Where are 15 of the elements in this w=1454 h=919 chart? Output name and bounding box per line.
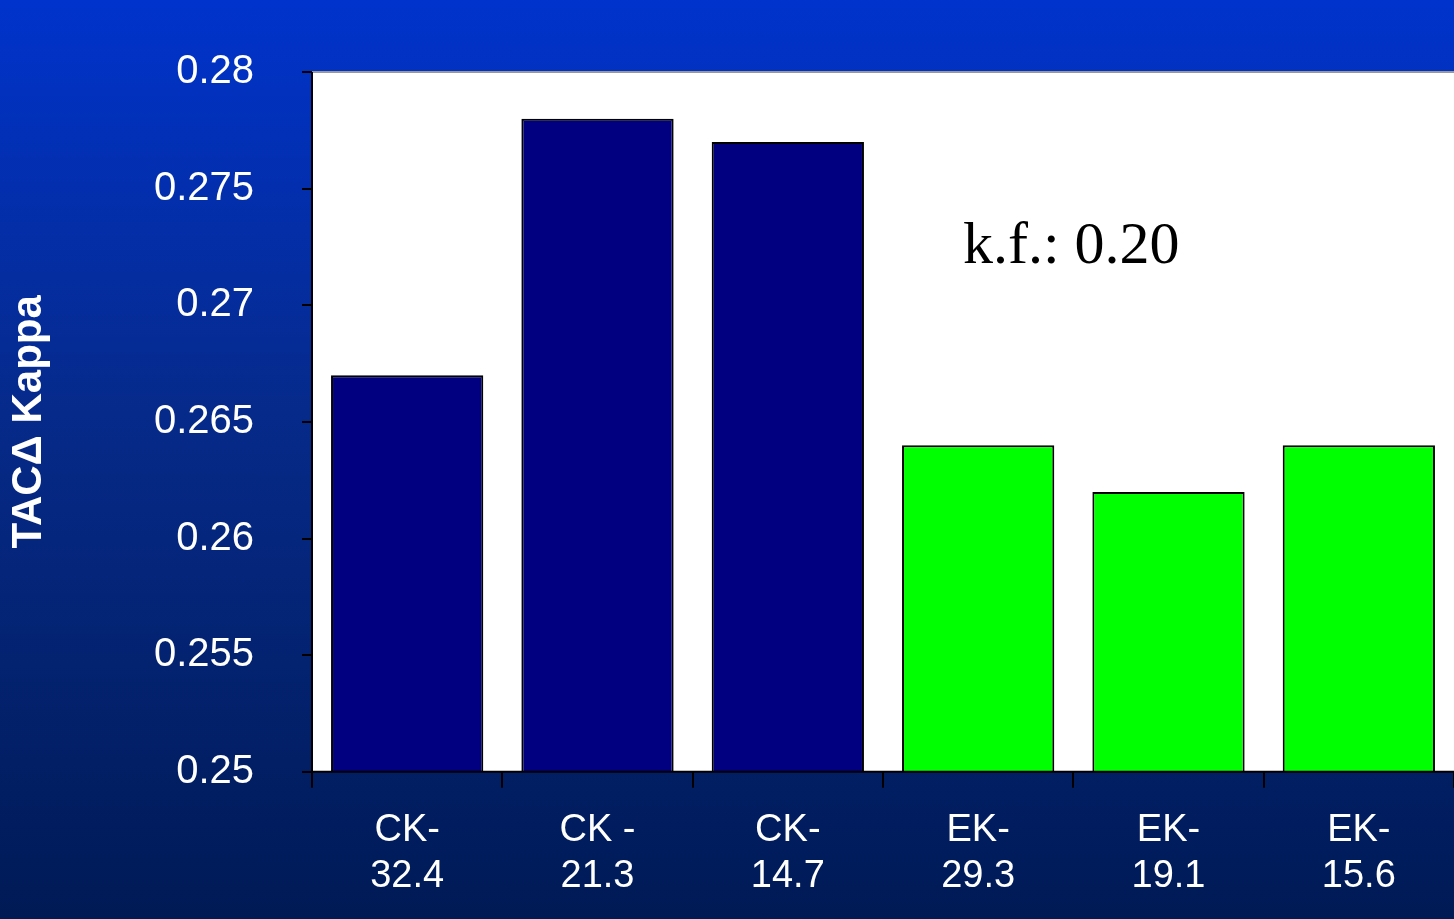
- x-tick-label: EK- 29.3: [941, 807, 1016, 895]
- x-tick-label: EK- 15.6: [1321, 807, 1396, 895]
- y-tick-label: 0.27: [176, 280, 254, 325]
- y-tick-label: 0.26: [176, 513, 254, 558]
- y-tick-label: 0.275: [153, 163, 254, 208]
- y-axis-title: TACΔ Kappa: [2, 294, 50, 549]
- y-tick-label: 0.265: [153, 396, 254, 441]
- x-tick-label: CK- 14.7: [750, 807, 825, 895]
- y-tick-label: 0.28: [176, 47, 254, 92]
- y-tick-label: 0.25: [176, 746, 254, 791]
- x-tick-label: CK - 21.3: [559, 807, 636, 895]
- x-tick-label: CK- 32.4: [370, 807, 445, 895]
- x-tick-label: EK- 19.1: [1131, 807, 1206, 895]
- annotation: k.f.: 0.20: [962, 209, 1180, 276]
- y-tick-label: 0.255: [153, 630, 254, 675]
